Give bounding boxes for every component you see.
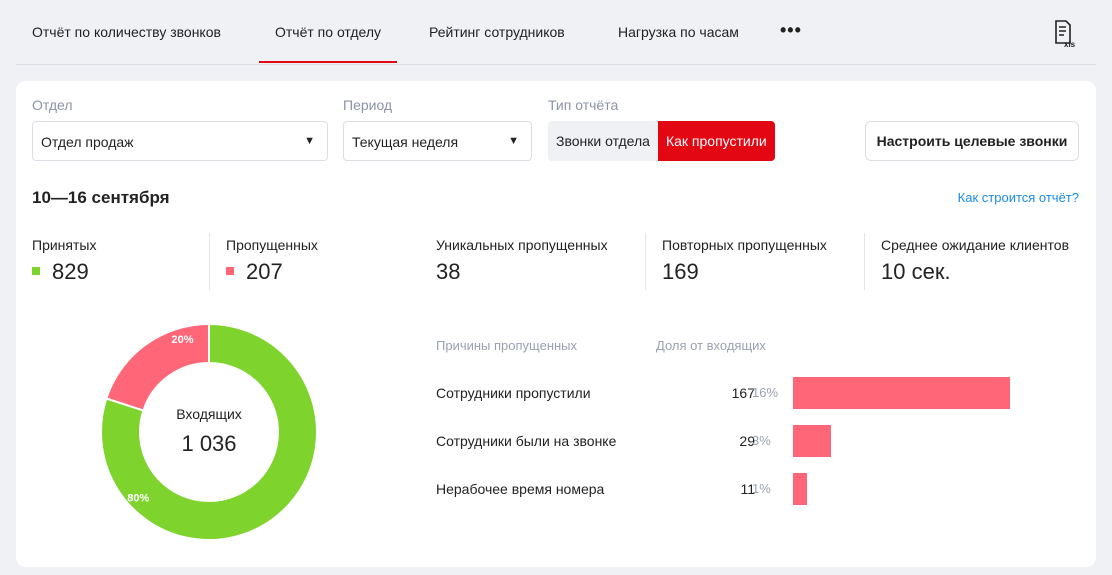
reason-count: 167 — [731, 385, 755, 401]
red-legend-icon — [226, 267, 234, 275]
stat-value: 38 — [436, 259, 461, 284]
tab-calls-count[interactable]: Отчёт по количеству звонков — [32, 24, 221, 40]
configure-target-calls-button[interactable]: Настроить целевые звонки — [865, 121, 1079, 161]
reason-percent: 1% — [752, 481, 771, 496]
tab-employee-rating[interactable]: Рейтинг сотрудников — [429, 24, 565, 40]
period-select[interactable]: Текущая неделя ▼ — [343, 121, 532, 161]
reason-name: Нерабочее время номера — [436, 481, 605, 497]
export-xls-button[interactable]: xls — [1054, 20, 1078, 49]
report-card: Отдел Отдел продаж ▼ Период Текущая неде… — [16, 81, 1096, 567]
stat-label: Повторных пропущенных — [662, 237, 827, 253]
report-type-toggle: Звонки отдела Как пропустили — [548, 121, 775, 161]
tab-department[interactable]: Отчёт по отделу — [258, 24, 398, 63]
reason-row: Нерабочее время номера 11 1% — [436, 473, 1056, 505]
stat-label: Пропущенных — [226, 237, 318, 253]
stat-unique-missed: Уникальных пропущенных 38 — [436, 237, 608, 285]
stat-label: Принятых — [32, 237, 97, 253]
how-report-built-link[interactable]: Как строится отчёт? — [957, 190, 1079, 205]
dropdown-arrow-icon: ▼ — [508, 135, 519, 147]
donut-slice-label: 20% — [172, 334, 194, 346]
stat-value: 829 — [52, 259, 89, 284]
period-value: Текущая неделя — [352, 134, 459, 150]
stat-value: 169 — [662, 259, 699, 284]
tab-hourly-load[interactable]: Нагрузка по часам — [618, 24, 739, 40]
stat-avg-wait: Среднее ожидание клиентов 10 сек. — [881, 237, 1069, 285]
xls-file-icon: xls — [1055, 20, 1076, 49]
report-type-label: Тип отчёта — [548, 97, 619, 113]
stat-value: 207 — [246, 259, 283, 284]
xls-label: xls — [1064, 40, 1076, 48]
reason-row: Сотрудники были на звонке 29 3% — [436, 425, 1056, 457]
incoming-donut-chart: 20% 80% Входящих 1 036 — [100, 323, 318, 541]
date-range: 10—16 сентября — [32, 188, 170, 207]
reasons-header: Причины пропущенных — [436, 338, 578, 353]
reason-bar — [793, 473, 808, 505]
department-select[interactable]: Отдел продаж ▼ — [32, 121, 328, 161]
green-legend-icon — [32, 267, 40, 275]
donut-slice-accepted — [100, 323, 318, 541]
stat-accepted: Принятых 829 — [32, 237, 96, 285]
stat-label: Уникальных пропущенных — [436, 237, 608, 253]
share-header: Доля от входящих — [656, 338, 766, 353]
type-how-missed[interactable]: Как пропустили — [657, 121, 775, 161]
reason-bar — [793, 425, 831, 457]
donut-slice-label: 80% — [127, 493, 149, 505]
divider — [864, 233, 865, 290]
donut-total: 1 036 — [181, 431, 236, 456]
report-tabs: Отчёт по количеству звонков Отчёт по отд… — [16, 0, 1096, 65]
divider — [645, 233, 646, 290]
donut-slice-missed — [105, 323, 210, 412]
reason-name: Сотрудники пропустили — [436, 385, 591, 401]
reason-name: Сотрудники были на звонке — [436, 433, 617, 449]
stat-label: Среднее ожидание клиентов — [881, 237, 1070, 253]
stat-value: 10 сек. — [881, 259, 951, 284]
period-label: Период — [343, 97, 393, 113]
reason-count: 11 — [740, 481, 755, 497]
donut-title: Входящих — [176, 406, 242, 422]
more-tabs-button[interactable]: ••• — [780, 20, 802, 40]
department-label: Отдел — [32, 97, 73, 113]
type-department-calls[interactable]: Звонки отдела — [548, 121, 658, 161]
dropdown-arrow-icon: ▼ — [304, 135, 315, 147]
reason-bar — [793, 377, 1010, 409]
reason-percent: 3% — [752, 433, 771, 448]
stat-repeat-missed: Повторных пропущенных 169 — [662, 237, 827, 285]
reason-percent: 16% — [752, 385, 779, 400]
divider — [209, 233, 210, 290]
department-value: Отдел продаж — [41, 134, 134, 150]
stat-missed: Пропущенных 207 — [226, 237, 318, 285]
reason-row: Сотрудники пропустили 167 16% — [436, 377, 1056, 409]
reason-count: 29 — [739, 433, 755, 449]
